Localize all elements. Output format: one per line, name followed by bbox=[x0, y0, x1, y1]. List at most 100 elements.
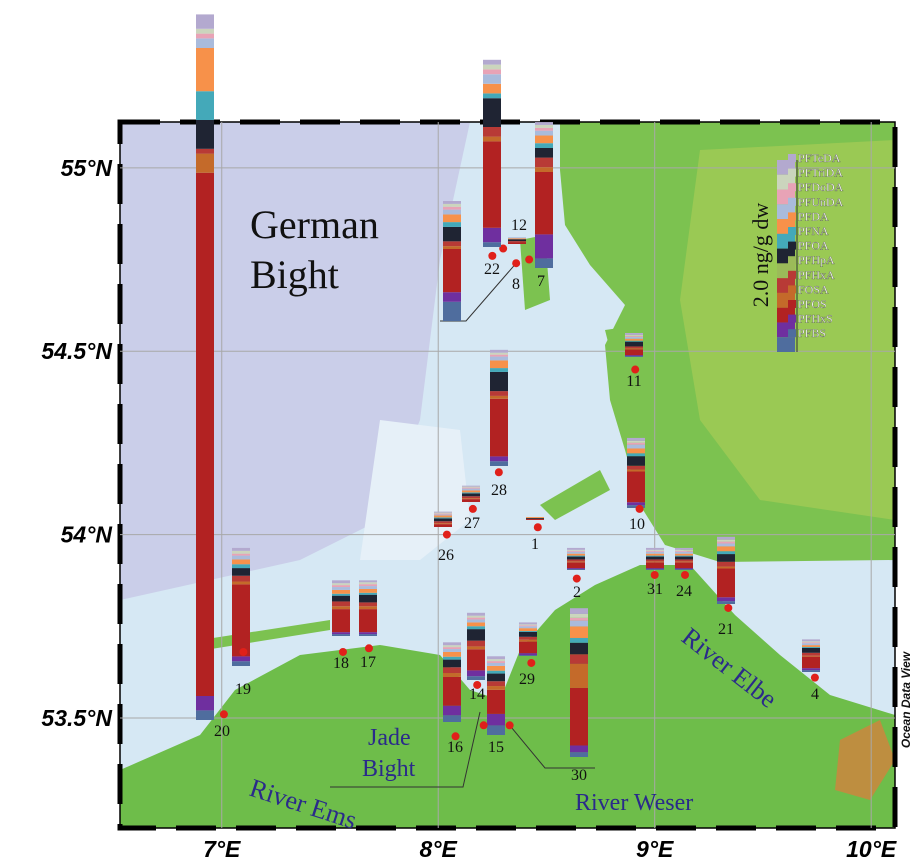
bar-segment bbox=[675, 554, 693, 556]
bar-segment bbox=[434, 515, 452, 517]
bar-segment bbox=[483, 69, 501, 74]
bar-segment bbox=[483, 98, 501, 127]
bar-segment bbox=[232, 661, 250, 666]
bar-segment bbox=[535, 131, 553, 136]
bar-segment bbox=[675, 556, 693, 557]
bar-segment bbox=[332, 585, 350, 587]
legend-label: PFUnDA bbox=[798, 195, 844, 209]
station-dot bbox=[573, 575, 581, 583]
bar-segment bbox=[359, 632, 377, 634]
bar-segment bbox=[462, 499, 480, 502]
bar-segment bbox=[359, 582, 377, 584]
bar-segment bbox=[434, 523, 452, 524]
map-annotation: River Weser bbox=[575, 790, 693, 816]
bar-segment bbox=[646, 569, 664, 570]
bar-segment bbox=[646, 562, 664, 568]
bar-segment bbox=[467, 616, 485, 618]
bar-segment bbox=[483, 141, 501, 227]
station-label: 29 bbox=[519, 671, 535, 688]
bar-segment bbox=[675, 562, 693, 568]
legend-swatch bbox=[788, 169, 796, 177]
bar-segment bbox=[717, 597, 735, 601]
station-label: 19 bbox=[235, 681, 251, 698]
bar-segment bbox=[802, 642, 820, 643]
bar-segment bbox=[443, 706, 461, 716]
y-tick-label: 55°N bbox=[61, 155, 113, 181]
bar-segment bbox=[570, 688, 588, 746]
bar-segment bbox=[359, 595, 377, 603]
station-dot bbox=[651, 571, 659, 579]
bar-segment bbox=[567, 568, 585, 569]
legend-swatch bbox=[788, 315, 796, 323]
bar-segment bbox=[490, 396, 508, 399]
bar-segment bbox=[625, 346, 643, 348]
legend-label: PFOS bbox=[798, 297, 827, 311]
bar-segment bbox=[196, 91, 214, 120]
bar-segment bbox=[467, 613, 485, 616]
legend-swatch bbox=[788, 300, 796, 308]
bar-segment bbox=[462, 488, 480, 489]
scale-label: 2.0 ng/g dw bbox=[748, 203, 773, 308]
station: 17 bbox=[359, 580, 377, 671]
station-label: 10 bbox=[629, 516, 645, 533]
bar-segment bbox=[332, 634, 350, 636]
bar-segment bbox=[675, 551, 693, 552]
bar-segment bbox=[508, 241, 526, 242]
bar-segment bbox=[443, 246, 461, 249]
bar-segment bbox=[443, 210, 461, 215]
legend-swatch bbox=[788, 212, 796, 220]
legend-label: PFDoDA bbox=[798, 180, 844, 194]
x-tick-label: 10°E bbox=[846, 836, 897, 862]
bar-segment bbox=[332, 587, 350, 590]
bar-segment bbox=[443, 657, 461, 660]
legend-label: FOSA bbox=[798, 282, 829, 296]
bar-segment bbox=[675, 552, 693, 554]
map-annotation: Bight bbox=[250, 252, 339, 297]
bar-segment bbox=[196, 48, 214, 91]
bar-segment bbox=[802, 639, 820, 641]
bar-segment bbox=[625, 348, 643, 349]
bar-segment bbox=[802, 668, 820, 670]
station-dot bbox=[495, 468, 503, 476]
station-dot bbox=[365, 644, 373, 652]
bar-segment bbox=[567, 557, 585, 560]
bar-segment bbox=[490, 399, 508, 457]
bar-segment bbox=[625, 356, 643, 357]
bar-segment bbox=[196, 14, 214, 28]
bar-segment bbox=[434, 513, 452, 514]
station-dot bbox=[469, 505, 477, 513]
bar-segment bbox=[443, 222, 461, 227]
station-dot bbox=[681, 571, 689, 579]
bar-segment bbox=[232, 548, 250, 551]
bar-segment bbox=[443, 649, 461, 652]
station-label: 14 bbox=[469, 686, 485, 703]
station-dot bbox=[525, 256, 533, 264]
station-label: 12 bbox=[511, 217, 527, 234]
bar-segment bbox=[625, 349, 643, 355]
station-label: 24 bbox=[676, 583, 692, 600]
bar-segment bbox=[359, 634, 377, 636]
legend-swatch bbox=[788, 154, 796, 162]
station-label: 1 bbox=[531, 536, 539, 553]
legend-label: PFBS bbox=[798, 326, 826, 340]
legend-label: PFTriDA bbox=[798, 166, 843, 180]
bar-segment bbox=[232, 568, 250, 576]
legend-swatch bbox=[788, 227, 796, 235]
bar-segment bbox=[196, 154, 214, 173]
bar-segment bbox=[467, 626, 485, 629]
bar-segment bbox=[625, 336, 643, 337]
bar-segment bbox=[434, 518, 452, 521]
bar-segment bbox=[646, 559, 664, 561]
bar-segment bbox=[483, 228, 501, 242]
bar-segment bbox=[508, 239, 526, 241]
bar-segment bbox=[802, 653, 820, 656]
bar-segment bbox=[625, 342, 643, 347]
bar-segment bbox=[443, 214, 461, 222]
bar-segment bbox=[462, 493, 480, 496]
bar-segment bbox=[462, 492, 480, 493]
bar-segment bbox=[567, 556, 585, 557]
bar-segment bbox=[483, 74, 501, 84]
bar-segment bbox=[535, 172, 553, 234]
bar-segment bbox=[443, 227, 461, 241]
bar-segment bbox=[196, 173, 214, 696]
